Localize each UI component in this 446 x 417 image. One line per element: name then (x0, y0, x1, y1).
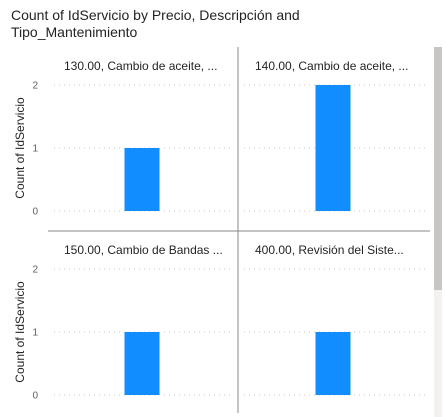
y-tick-label: 1 (32, 144, 38, 155)
y-axis-label: Count of IdServicio (13, 97, 27, 199)
y-tick-label: 2 (32, 81, 38, 92)
y-tick-label: 1 (32, 328, 38, 339)
y-tick-label: 0 (32, 207, 38, 218)
panel-title: 140.00, Cambio de aceite, ... (255, 59, 408, 73)
bar (124, 332, 160, 395)
panel-title: 400.00, Revisión del Siste... (255, 243, 404, 257)
y-tick-label: 2 (32, 265, 38, 276)
chart-title: Count of IdServicio by Precio, Descripci… (11, 7, 300, 40)
y-tick-label: 0 (32, 391, 38, 402)
bar (124, 148, 160, 211)
scrollbar-thumb[interactable] (434, 47, 442, 290)
bar (315, 85, 351, 211)
panel-title: 130.00, Cambio de aceite, ... (64, 59, 217, 73)
y-axis-label: Count of IdServicio (13, 281, 27, 383)
panel-title: 150.00, Cambio de Bandas ... (64, 243, 223, 257)
bar (315, 332, 351, 395)
